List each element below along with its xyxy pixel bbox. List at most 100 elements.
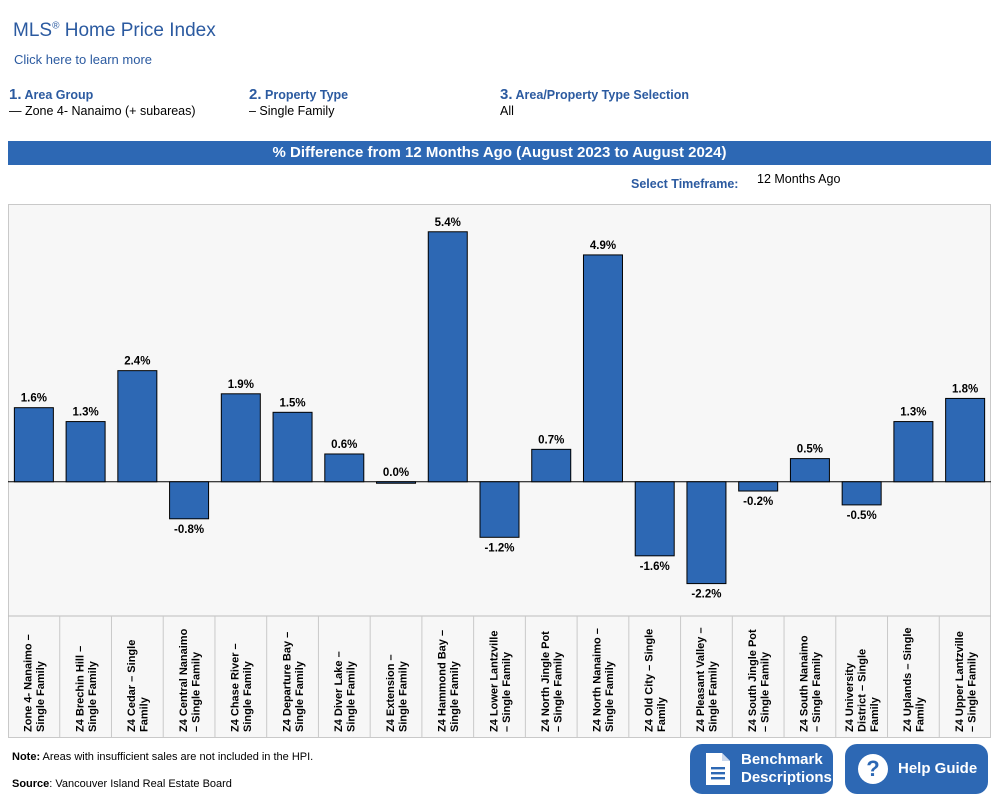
bar [117,370,158,483]
category-label: Z4 Old City – SingleFamily [643,629,668,732]
category-label-line: Z4 University [844,662,856,732]
category-label-line: Family [869,696,881,732]
category-label-line: Single Family [242,660,254,732]
category-label: Z4 Central Nanaimo– Single Family [178,628,203,732]
data-label: 1.9% [228,379,254,391]
category-label-line: – Single Family [759,651,771,732]
category-label: Z4 South Nanaimo– Single Family [799,635,824,732]
property-type-value[interactable]: – Single Family [249,104,335,118]
category-label: Z4 North Nanaimo –Single Family [592,628,617,732]
data-label: 1.8% [952,383,978,395]
category-label-line: Single Family [397,660,409,732]
bar [893,421,934,483]
category-label-line: Single Family [604,660,616,732]
category-label: Z4 Upper Lantzville– Single Family [954,631,979,732]
benchmark-descriptions-button[interactable]: Benchmark Descriptions [690,744,833,794]
category-label-line: Z4 North Nanaimo – [592,628,604,732]
bar [945,397,986,483]
category-label-line: Z4 Central Nanaimo [178,628,190,732]
data-label: -1.6% [640,561,670,573]
page-title: MLS® Home Price Index [13,20,216,41]
data-label: 4.9% [590,240,616,252]
bar [738,481,779,492]
category-label-line: Family [656,696,668,732]
document-icon [706,753,730,785]
category-label: Zone 4- Nanaimo –Single Family [23,634,48,732]
bar [427,231,468,483]
category-label-line: Z4 Brechin Hill – [74,646,86,732]
bar [169,481,210,520]
category-label-line: Z4 Lower Lantzville [488,631,500,732]
bar [272,411,313,483]
question-circle-icon: ? [858,754,888,784]
category-label-line: Z4 South Nanaimo [799,635,811,732]
category-label-line: Family [915,696,927,732]
category-label-line: – Single Family [501,651,513,732]
category-label-line: Single Family [449,660,461,732]
category-label-line: Z4 Extension – [385,654,397,732]
category-label-line: – Single Family [190,651,202,732]
bar [324,453,365,483]
bar [65,421,106,483]
category-label-line: Z4 South Jingle Pot [747,629,759,732]
footer-source: Source: Vancouver Island Real Estate Boa… [12,778,232,790]
category-label-line: Z4 Pleasant Valley – [695,627,707,732]
category-label-line: – Single Family [966,651,978,732]
category-label: Z4 Pleasant Valley –Single Family [695,627,720,732]
bar [841,481,882,506]
category-label-line: Z4 Diver Lake – [333,651,345,732]
data-label: 0.5% [797,444,823,456]
bar [686,481,727,585]
footer-note: Note: Areas with insufficient sales are … [12,751,314,763]
data-label: 1.3% [900,407,926,419]
timeframe-select[interactable]: 12 Months Ago [757,172,841,186]
category-label: Z4 Chase River –Single Family [230,643,255,732]
data-label: 0.6% [331,439,357,451]
bar [531,448,572,483]
category-label: Z4 Brechin Hill –Single Family [74,646,99,732]
bar [582,254,623,483]
benchmark-label-line1: Benchmark [741,751,823,768]
category-label-line: Family [139,696,151,732]
category-label: Z4 Diver Lake –Single Family [333,651,358,732]
category-label-line: District – Single [857,649,869,732]
data-label: 0.0% [383,467,409,479]
category-label-line: Single Family [708,660,720,732]
data-label: 2.4% [124,356,150,368]
data-label: -1.2% [484,542,514,554]
area-group-selector[interactable]: 1. Area Group — Zone 4- Nanaimo (+ subar… [9,86,196,118]
bar [376,481,417,484]
category-label: Z4 North Jingle Pot– Single Family [540,631,565,732]
timeframe-label: Select Timeframe: [631,177,739,191]
bar [479,481,520,538]
help-guide-label: Help Guide [898,760,978,777]
category-label: Z4 Hammond Bay –Single Family [437,630,462,732]
category-label: Z4 Uplands – SingleFamily [902,627,927,732]
area-property-type-selector[interactable]: 3. Area/Property Type Selection All [500,86,689,118]
category-label-line: Z4 Uplands – Single [902,627,914,732]
bar [220,393,261,483]
category-label-line: Z4 Cedar – Single [126,640,138,732]
category-label-line: Single Family [346,660,358,732]
help-guide-button[interactable]: ? Help Guide [845,744,988,794]
learn-more-link[interactable]: Click here to learn more [14,52,152,67]
category-label-line: – Single Family [811,651,823,732]
category-label-line: Z4 Chase River – [230,643,242,732]
category-label: Z4 Departure Bay –Single Family [281,632,306,732]
area-group-value[interactable]: — Zone 4- Nanaimo (+ subareas) [9,104,196,118]
data-label: 1.6% [21,393,47,405]
area-property-type-value[interactable]: All [500,104,514,118]
data-label: 1.3% [72,407,98,419]
data-label: 5.4% [435,217,461,229]
bar [13,407,54,483]
category-label-line: Z4 Upper Lantzville [954,631,966,732]
category-label-line: – Single Family [552,651,564,732]
chart-banner: % Difference from 12 Months Ago (August … [8,141,991,165]
data-label: 0.7% [538,434,564,446]
data-label: -2.2% [691,589,721,601]
category-label: Z4 Extension –Single Family [385,654,410,732]
property-type-selector[interactable]: 2. Property Type – Single Family [249,86,349,118]
benchmark-label-line2: Descriptions [741,769,832,786]
registered-mark: ® [52,20,60,32]
